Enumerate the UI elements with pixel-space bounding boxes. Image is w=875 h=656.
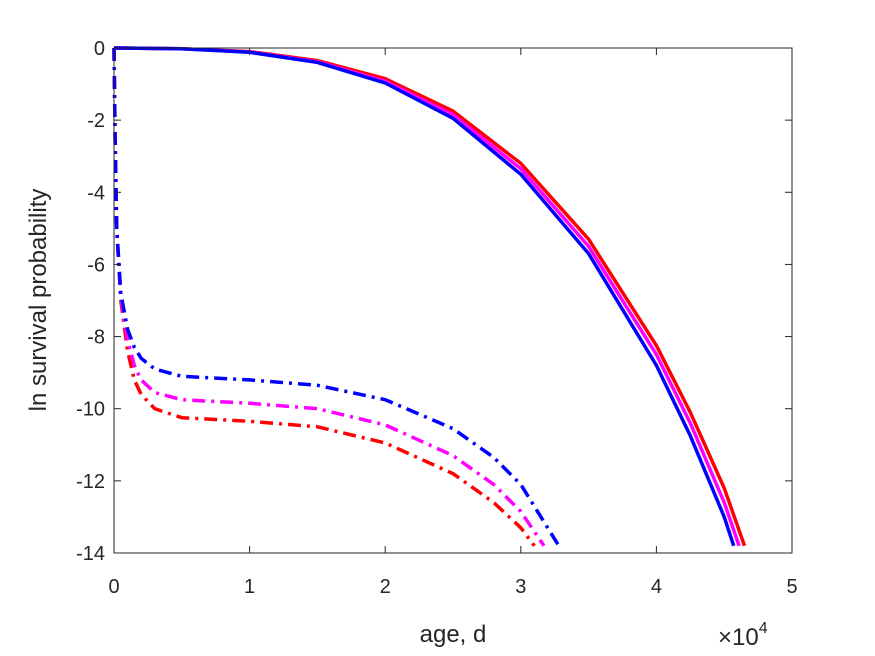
series-line-6 (112, 47, 561, 547)
x-exponent-label: ×104 (718, 620, 768, 651)
x-axis-ticks: 0 1 2 3 4 5 (108, 48, 798, 598)
x-tick-label: 1 (244, 576, 255, 598)
x-tick-label: 5 (786, 576, 797, 598)
plot-area (114, 48, 792, 553)
series-line-3 (113, 46, 736, 547)
x-tick-label: 3 (515, 576, 526, 598)
y-tick-label: -12 (76, 471, 105, 493)
y-tick-label: -8 (87, 327, 105, 349)
y-tick-label: -4 (87, 182, 105, 204)
y-axis-ticks: 0 -2 -4 -6 -8 -10 -12 -14 (76, 38, 792, 565)
y-tick-label: -14 (76, 543, 105, 565)
y-tick-label: -6 (87, 254, 105, 276)
x-exponent-base: ×10 (718, 624, 759, 651)
x-tick-label: 0 (108, 576, 119, 598)
y-tick-label: -10 (76, 399, 105, 421)
x-tick-label: 2 (380, 576, 391, 598)
y-axis-label: ln survival probability (25, 189, 52, 412)
x-tick-label: 4 (651, 576, 662, 598)
data-lines (112, 46, 747, 547)
x-axis-label: age, d (420, 621, 487, 648)
x-exponent-power: 4 (759, 620, 768, 637)
plot-frame (113, 47, 793, 554)
y-tick-label: 0 (94, 38, 105, 60)
y-tick-label: -2 (87, 110, 105, 132)
